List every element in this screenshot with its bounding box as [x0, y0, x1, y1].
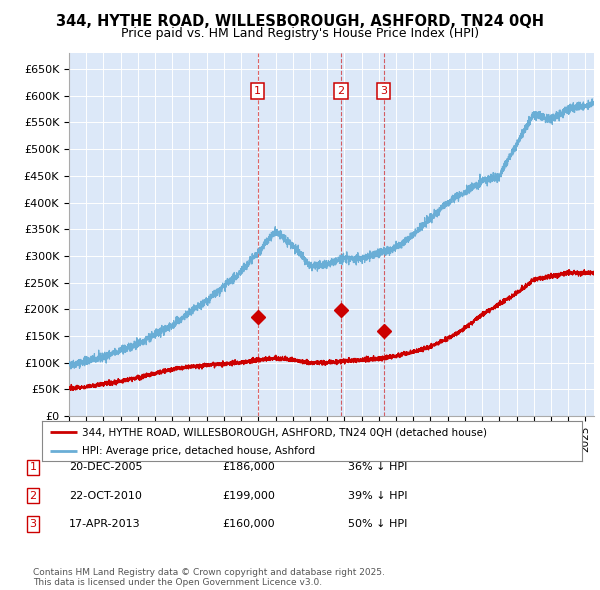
- Text: £160,000: £160,000: [222, 519, 275, 529]
- Text: 17-APR-2013: 17-APR-2013: [69, 519, 140, 529]
- Text: 36% ↓ HPI: 36% ↓ HPI: [348, 463, 407, 472]
- Text: 1: 1: [254, 86, 262, 96]
- Text: 344, HYTHE ROAD, WILLESBOROUGH, ASHFORD, TN24 0QH (detached house): 344, HYTHE ROAD, WILLESBOROUGH, ASHFORD,…: [83, 427, 487, 437]
- Text: 2: 2: [29, 491, 37, 500]
- Text: 50% ↓ HPI: 50% ↓ HPI: [348, 519, 407, 529]
- Text: HPI: Average price, detached house, Ashford: HPI: Average price, detached house, Ashf…: [83, 447, 316, 456]
- Text: 22-OCT-2010: 22-OCT-2010: [69, 491, 142, 500]
- Text: 3: 3: [29, 519, 37, 529]
- Text: 2: 2: [338, 86, 345, 96]
- Text: 20-DEC-2005: 20-DEC-2005: [69, 463, 143, 472]
- Text: 39% ↓ HPI: 39% ↓ HPI: [348, 491, 407, 500]
- Text: £199,000: £199,000: [222, 491, 275, 500]
- Text: Price paid vs. HM Land Registry's House Price Index (HPI): Price paid vs. HM Land Registry's House …: [121, 27, 479, 40]
- Text: 1: 1: [29, 463, 37, 472]
- Text: 3: 3: [380, 86, 388, 96]
- Text: Contains HM Land Registry data © Crown copyright and database right 2025.
This d: Contains HM Land Registry data © Crown c…: [33, 568, 385, 587]
- Text: £186,000: £186,000: [222, 463, 275, 472]
- Text: 344, HYTHE ROAD, WILLESBOROUGH, ASHFORD, TN24 0QH: 344, HYTHE ROAD, WILLESBOROUGH, ASHFORD,…: [56, 14, 544, 29]
